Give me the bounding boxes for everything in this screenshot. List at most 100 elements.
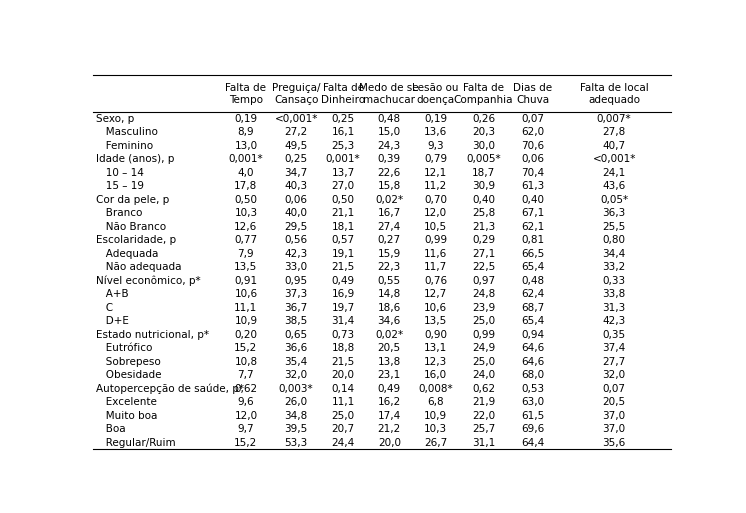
Text: 25,3: 25,3 (331, 141, 354, 151)
Text: 40,7: 40,7 (603, 141, 626, 151)
Text: 36,7: 36,7 (284, 303, 308, 313)
Text: 10 – 14: 10 – 14 (95, 168, 143, 178)
Text: Falta de
Companhia: Falta de Companhia (454, 83, 513, 105)
Text: 62,0: 62,0 (521, 127, 544, 137)
Text: 0,99: 0,99 (424, 235, 447, 245)
Text: 62,1: 62,1 (521, 222, 545, 232)
Text: 0,94: 0,94 (521, 330, 544, 340)
Text: 0,50: 0,50 (234, 195, 257, 205)
Text: 33,2: 33,2 (603, 262, 626, 272)
Text: 30,9: 30,9 (472, 181, 495, 191)
Text: 25,0: 25,0 (472, 317, 495, 326)
Text: 26,7: 26,7 (424, 438, 447, 448)
Text: 0,19: 0,19 (234, 114, 257, 124)
Text: <0,001*: <0,001* (592, 154, 636, 164)
Text: 0,55: 0,55 (377, 276, 401, 286)
Text: 0,007*: 0,007* (597, 114, 631, 124)
Text: 31,1: 31,1 (472, 438, 495, 448)
Text: 13,5: 13,5 (424, 317, 447, 326)
Text: Adequada: Adequada (95, 249, 158, 259)
Text: 0,25: 0,25 (285, 154, 308, 164)
Text: 37,0: 37,0 (603, 411, 626, 421)
Text: Não adequada: Não adequada (95, 262, 181, 272)
Text: 31,3: 31,3 (603, 303, 626, 313)
Text: 33,8: 33,8 (603, 289, 626, 299)
Text: 0,65: 0,65 (285, 330, 308, 340)
Text: 64,6: 64,6 (521, 343, 545, 353)
Text: Medo de se
machucar: Medo de se machucar (360, 83, 419, 105)
Text: 12,7: 12,7 (424, 289, 447, 299)
Text: 0,25: 0,25 (331, 114, 354, 124)
Text: 53,3: 53,3 (284, 438, 308, 448)
Text: 0,97: 0,97 (472, 276, 495, 286)
Text: 20,0: 20,0 (331, 370, 354, 380)
Text: 23,1: 23,1 (377, 370, 401, 380)
Text: 63,0: 63,0 (521, 397, 544, 407)
Text: 13,5: 13,5 (234, 262, 257, 272)
Text: 0,79: 0,79 (424, 154, 447, 164)
Text: 0,02*: 0,02* (375, 195, 404, 205)
Text: 16,1: 16,1 (331, 127, 354, 137)
Text: 0,35: 0,35 (603, 330, 626, 340)
Text: 26,0: 26,0 (285, 397, 308, 407)
Text: 0,99: 0,99 (472, 330, 495, 340)
Text: Nível econômico, p*: Nível econômico, p* (95, 275, 200, 286)
Text: Preguiça/
Cansaço: Preguiça/ Cansaço (272, 83, 321, 105)
Text: 0,90: 0,90 (424, 330, 447, 340)
Text: 10,3: 10,3 (424, 424, 447, 434)
Text: A+B: A+B (95, 289, 128, 299)
Text: 62,4: 62,4 (521, 289, 545, 299)
Text: 0,001*: 0,001* (326, 154, 360, 164)
Text: 7,9: 7,9 (237, 249, 254, 259)
Text: 27,8: 27,8 (603, 127, 626, 137)
Text: Boa: Boa (95, 424, 125, 434)
Text: 36,6: 36,6 (284, 343, 308, 353)
Text: 0,50: 0,50 (331, 195, 354, 205)
Text: Sobrepeso: Sobrepeso (95, 357, 160, 367)
Text: 25,5: 25,5 (603, 222, 626, 232)
Text: 15 – 19: 15 – 19 (95, 181, 143, 191)
Text: 34,6: 34,6 (377, 317, 401, 326)
Text: 32,0: 32,0 (285, 370, 308, 380)
Text: Falta de
Tempo: Falta de Tempo (225, 83, 266, 105)
Text: 0,48: 0,48 (521, 276, 544, 286)
Text: 9,7: 9,7 (237, 424, 254, 434)
Text: 22,6: 22,6 (377, 168, 401, 178)
Text: 20,5: 20,5 (603, 397, 626, 407)
Text: 21,5: 21,5 (331, 262, 354, 272)
Text: 61,3: 61,3 (521, 181, 545, 191)
Text: 16,7: 16,7 (377, 208, 401, 219)
Text: 0,91: 0,91 (234, 276, 257, 286)
Text: 25,7: 25,7 (472, 424, 495, 434)
Text: 49,5: 49,5 (284, 141, 308, 151)
Text: 37,3: 37,3 (284, 289, 308, 299)
Text: 20,7: 20,7 (331, 424, 354, 434)
Text: D+E: D+E (95, 317, 128, 326)
Text: Estado nutricional, p*: Estado nutricional, p* (95, 330, 209, 340)
Text: 0,06: 0,06 (521, 154, 544, 164)
Text: 69,6: 69,6 (521, 424, 545, 434)
Text: 64,6: 64,6 (521, 357, 545, 367)
Text: 70,4: 70,4 (521, 168, 544, 178)
Text: 40,0: 40,0 (285, 208, 307, 219)
Text: 0,62: 0,62 (234, 384, 257, 394)
Text: 16,2: 16,2 (377, 397, 401, 407)
Text: 0,70: 0,70 (424, 195, 447, 205)
Text: 11,1: 11,1 (234, 303, 257, 313)
Text: 0,003*: 0,003* (279, 384, 313, 394)
Text: 12,0: 12,0 (424, 208, 447, 219)
Text: 0,001*: 0,001* (228, 154, 263, 164)
Text: 10,6: 10,6 (424, 303, 447, 313)
Text: 67,1: 67,1 (521, 208, 545, 219)
Text: 17,4: 17,4 (377, 411, 401, 421)
Text: 39,5: 39,5 (284, 424, 308, 434)
Text: 13,6: 13,6 (424, 127, 447, 137)
Text: 70,6: 70,6 (521, 141, 544, 151)
Text: 68,0: 68,0 (521, 370, 544, 380)
Text: 0,40: 0,40 (472, 195, 495, 205)
Text: 0,19: 0,19 (424, 114, 447, 124)
Text: 20,3: 20,3 (472, 127, 495, 137)
Text: 0,62: 0,62 (472, 384, 495, 394)
Text: 22,3: 22,3 (377, 262, 401, 272)
Text: 19,1: 19,1 (331, 249, 354, 259)
